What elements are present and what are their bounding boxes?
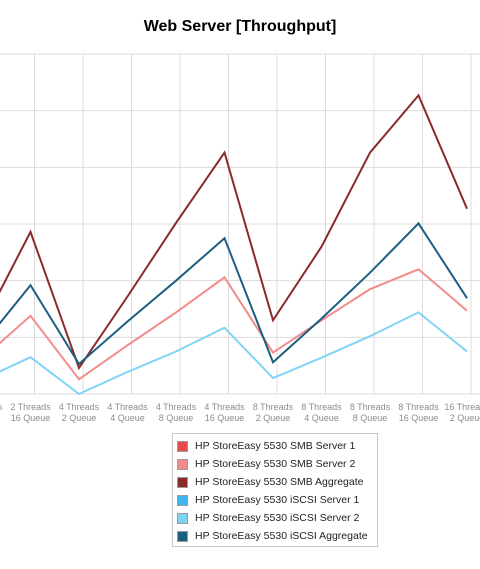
legend-item[interactable]: HP StoreEasy 5530 SMB Server 1: [177, 437, 377, 455]
legend-item[interactable]: HP StoreEasy 5530 SMB Aggregate: [177, 473, 377, 491]
legend-item[interactable]: HP StoreEasy 5530 iSCSI Server 2: [177, 509, 377, 527]
legend-label: HP StoreEasy 5530 SMB Server 2: [195, 458, 356, 470]
legend-swatch: [177, 530, 188, 542]
legend-swatch: [177, 458, 188, 470]
legend-item[interactable]: HP StoreEasy 5530 iSCSI Aggregate: [177, 527, 377, 545]
legend: HP StoreEasy 5530 SMB Server 1 HP StoreEa…: [172, 433, 378, 547]
series-lines: [0, 93, 468, 396]
series-line-1: [0, 268, 468, 381]
legend-label: HP StoreEasy 5530 iSCSI Aggregate: [195, 530, 368, 542]
legend-item[interactable]: HP StoreEasy 5530 SMB Server 2: [177, 455, 377, 473]
series-line-4: [0, 311, 468, 396]
x-tick-label: 2 Threads 16 Queue: [10, 402, 51, 423]
grid: [0, 53, 480, 395]
x-tick-label: 8 Threads 16 Queue: [398, 402, 439, 423]
legend-swatch: [177, 440, 188, 452]
legend-item[interactable]: HP StoreEasy 5530 iSCSI Server 1: [177, 491, 377, 509]
series-line-2: [0, 93, 468, 371]
x-tick-label: 4 Threads 16 Queue: [204, 402, 245, 423]
legend-label: HP StoreEasy 5530 iSCSI Server 1: [195, 494, 360, 506]
legend-swatch: [177, 494, 188, 506]
series-line-5: [0, 221, 468, 366]
x-tick-label: 8 Threads 8 Queue: [350, 402, 391, 423]
x-tick-label: 4 Threads 4 Queue: [107, 402, 148, 423]
x-tick-label: 4 Threads 2 Queue: [59, 402, 100, 423]
legend-swatch: [177, 512, 188, 524]
legend-label: HP StoreEasy 5530 SMB Server 1: [195, 440, 356, 452]
chart-title: Web Server [Throughput]: [143, 18, 337, 35]
x-tick-label: 4 Threads 8 Queue: [156, 402, 197, 423]
legend-label: HP StoreEasy 5530 iSCSI Server 2: [195, 512, 360, 524]
x-tick-label: 8 Threads 4 Queue: [301, 402, 342, 423]
legend-label: HP StoreEasy 5530 SMB Aggregate: [195, 476, 364, 488]
x-tick-label: 8 Threads 2 Queue: [253, 402, 294, 423]
legend-swatch: [177, 476, 188, 488]
